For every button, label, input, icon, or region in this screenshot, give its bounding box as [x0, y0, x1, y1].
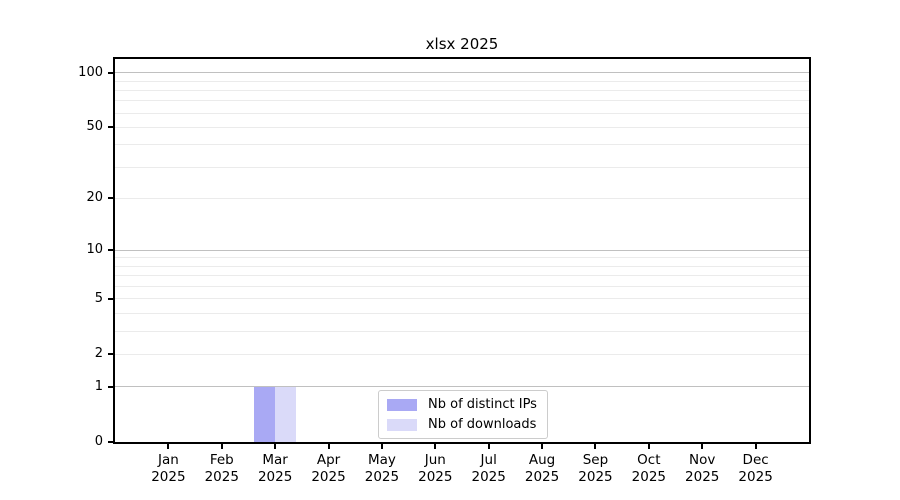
gridline-minor [115, 112, 809, 114]
gridline-minor [115, 166, 809, 168]
gridline-minor [115, 298, 809, 300]
plot-inner [115, 59, 809, 442]
bar-nb-of-distinct-ips-mar [253, 386, 276, 442]
x-tick-label: Jul 2025 [471, 452, 506, 485]
gridline-minor [115, 265, 809, 267]
gridline-minor [115, 257, 809, 259]
y-tick-label: 50 [86, 119, 103, 135]
y-tick-label: 0 [94, 434, 103, 449]
x-axis-tick [380, 444, 383, 449]
y-axis-tick [108, 126, 113, 129]
x-tick-label: Jan 2025 [151, 452, 186, 485]
x-tick-label: Jun 2025 [418, 452, 453, 485]
legend-swatch-downloads [387, 418, 417, 431]
x-axis-tick [274, 444, 277, 449]
gridline-major [115, 249, 809, 251]
x-axis-tick [541, 444, 544, 449]
gridline-minor [115, 89, 809, 91]
gridline-minor [115, 330, 809, 332]
x-tick-label: May 2025 [364, 452, 400, 485]
gridline-major [115, 386, 809, 388]
x-tick-label: Feb 2025 [204, 452, 239, 485]
legend-item-downloads: Nb of downloads [387, 416, 537, 433]
bar-nb-of-downloads-mar [275, 386, 297, 442]
gridline-minor [115, 285, 809, 287]
x-tick-label: Mar 2025 [257, 452, 293, 485]
y-tick-label: 1 [94, 378, 103, 394]
chart-title: xlsx 2025 [425, 35, 499, 53]
x-tick-label: Apr 2025 [311, 452, 346, 485]
y-axis-tick [108, 385, 113, 388]
x-axis-tick [487, 444, 490, 449]
x-tick-label: Dec 2025 [738, 452, 773, 485]
y-tick-label: 100 [78, 64, 103, 80]
legend-swatch-distinct-ips [387, 398, 417, 411]
y-axis-tick [108, 441, 113, 443]
gridline-minor [115, 312, 809, 314]
legend-label-downloads: Nb of downloads [428, 417, 537, 432]
legend: Nb of distinct IPs Nb of downloads [378, 390, 548, 439]
y-tick-label: 2 [94, 346, 103, 362]
x-axis-tick [327, 444, 330, 449]
gridline-minor [115, 197, 809, 199]
x-axis-tick [167, 444, 170, 449]
y-tick-label: 20 [86, 190, 103, 206]
y-tick-label: 5 [94, 290, 103, 306]
legend-label-distinct-ips: Nb of distinct IPs [428, 397, 537, 412]
y-axis-tick [108, 71, 113, 74]
x-axis-tick [220, 444, 223, 449]
legend-item-distinct-ips: Nb of distinct IPs [387, 396, 537, 413]
y-tick-label: 10 [86, 242, 103, 258]
y-axis-tick [108, 353, 113, 356]
gridline-major [115, 72, 809, 74]
gridline-minor [115, 353, 809, 355]
gridline-minor [115, 80, 809, 82]
gridline-minor [115, 126, 809, 128]
y-axis-tick [108, 297, 113, 300]
gridline-minor [115, 144, 809, 146]
x-tick-label: Sep 2025 [578, 452, 613, 485]
gridline-minor [115, 275, 809, 277]
x-axis-tick [434, 444, 437, 449]
x-axis-tick [647, 444, 650, 449]
x-tick-label: Nov 2025 [685, 452, 720, 485]
plot-area [113, 57, 811, 444]
x-axis-tick [594, 444, 597, 449]
x-axis-tick [754, 444, 757, 449]
y-axis-tick [108, 249, 113, 252]
x-axis-tick [701, 444, 704, 449]
y-axis-tick [108, 197, 113, 200]
x-tick-label: Aug 2025 [524, 452, 560, 485]
gridline-minor [115, 100, 809, 102]
x-tick-label: Oct 2025 [631, 452, 667, 485]
